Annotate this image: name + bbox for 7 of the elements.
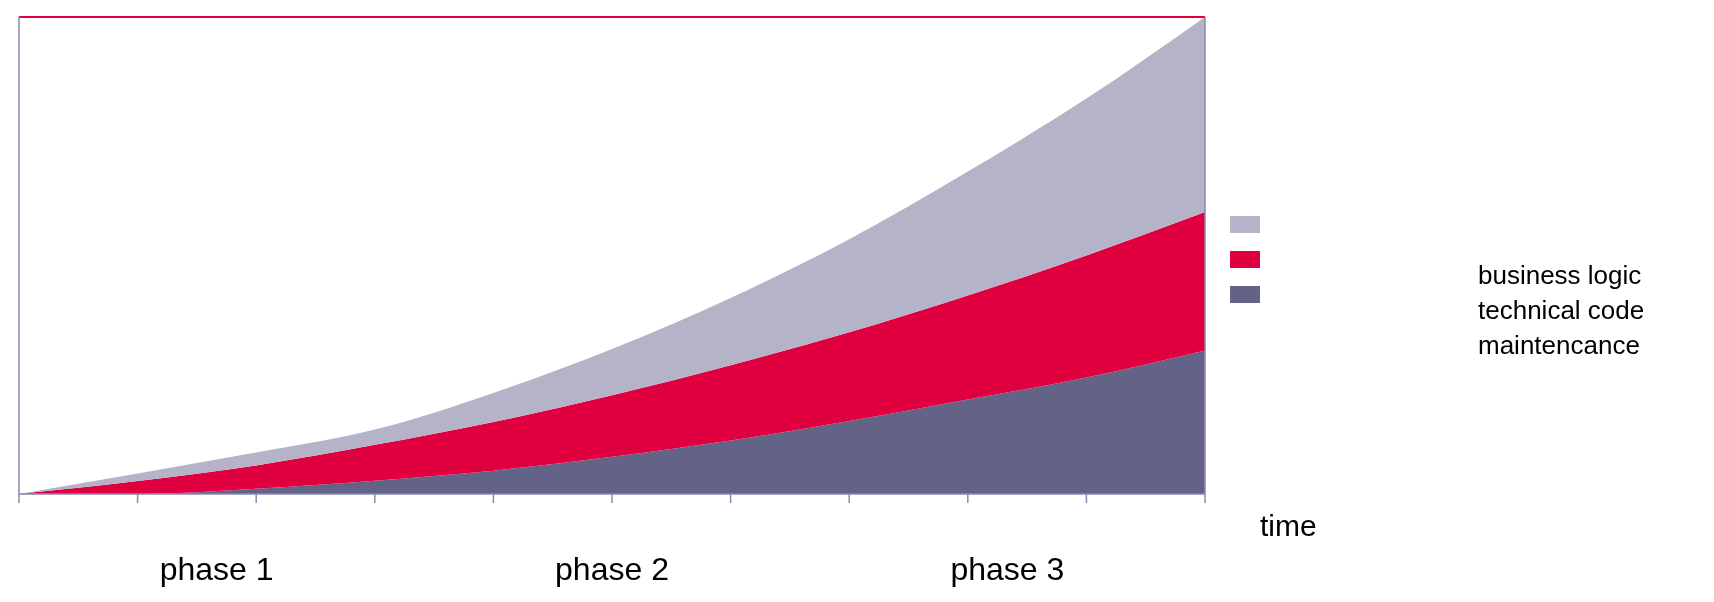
text: business logic (1478, 260, 1642, 290)
x-axis-title: time (1260, 509, 1317, 542)
text: maintencance (1478, 330, 1640, 360)
text: technical code (1478, 295, 1645, 325)
text: phase 3 (950, 551, 1065, 587)
text: phase 2 (555, 551, 669, 587)
text: phase 1 (159, 551, 274, 587)
